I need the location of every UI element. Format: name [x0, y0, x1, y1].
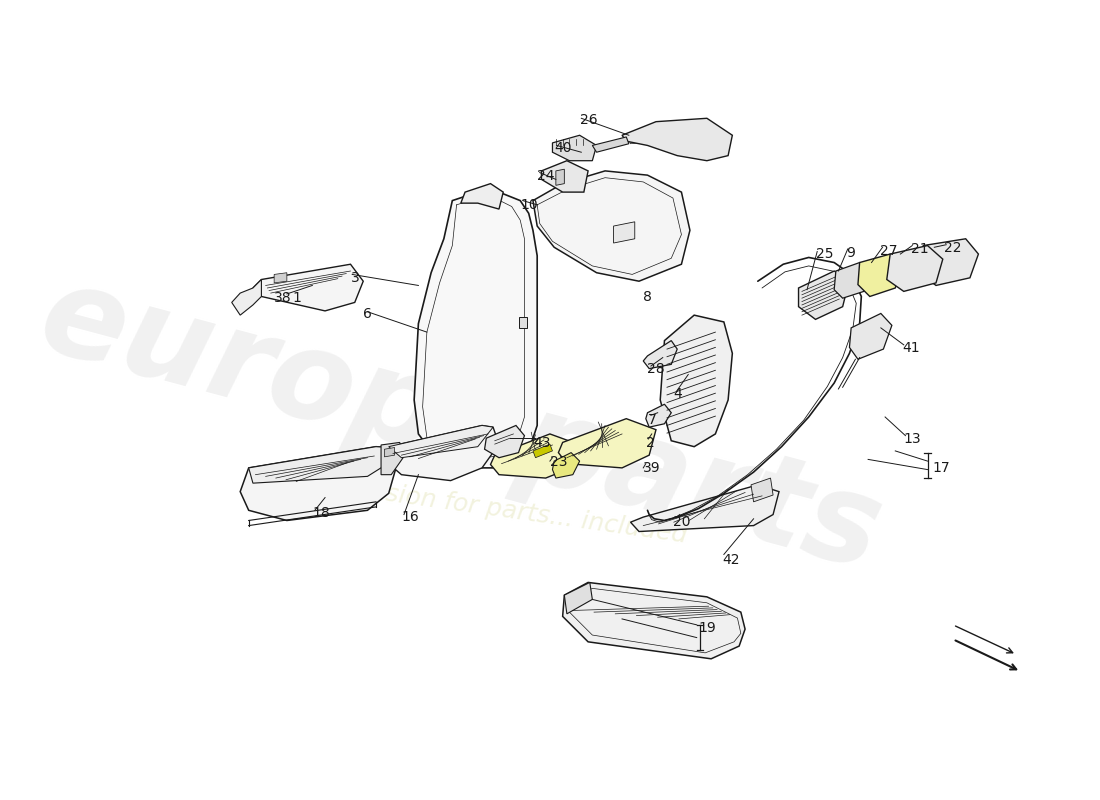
Text: 9: 9 [846, 246, 855, 259]
Polygon shape [644, 341, 678, 369]
Text: 39: 39 [644, 461, 661, 475]
Polygon shape [274, 273, 287, 283]
Polygon shape [799, 271, 849, 319]
Polygon shape [414, 192, 537, 468]
Text: 3: 3 [351, 271, 360, 285]
Polygon shape [858, 254, 902, 297]
Polygon shape [253, 264, 363, 311]
Polygon shape [562, 582, 745, 659]
Polygon shape [660, 315, 733, 446]
Text: europaparts: europaparts [28, 255, 894, 596]
Text: 13: 13 [904, 432, 922, 446]
Text: 24: 24 [537, 169, 554, 183]
Polygon shape [887, 246, 943, 291]
Text: 41: 41 [902, 341, 920, 354]
Polygon shape [461, 184, 503, 209]
Polygon shape [388, 426, 499, 481]
Text: 1: 1 [293, 291, 301, 306]
Text: 2: 2 [646, 437, 654, 450]
Polygon shape [646, 404, 671, 427]
Polygon shape [751, 478, 773, 502]
Text: 19: 19 [698, 621, 716, 634]
Polygon shape [384, 447, 395, 457]
Polygon shape [381, 442, 403, 474]
Text: 23: 23 [550, 455, 568, 469]
Text: 18: 18 [312, 506, 330, 520]
Polygon shape [249, 446, 397, 483]
Polygon shape [849, 314, 892, 359]
Text: 21: 21 [911, 242, 928, 256]
Polygon shape [552, 453, 580, 478]
Text: 40: 40 [554, 141, 572, 155]
Polygon shape [552, 135, 596, 161]
Text: 26: 26 [580, 113, 597, 127]
Polygon shape [532, 171, 690, 282]
Polygon shape [614, 222, 635, 243]
Text: 27: 27 [880, 244, 898, 258]
Polygon shape [491, 434, 578, 478]
Text: 20: 20 [673, 514, 691, 529]
Polygon shape [232, 279, 262, 315]
Polygon shape [630, 485, 779, 531]
Polygon shape [621, 118, 733, 161]
Text: 28: 28 [648, 362, 666, 376]
Polygon shape [518, 317, 527, 328]
Polygon shape [592, 137, 629, 152]
Text: 22: 22 [945, 242, 962, 255]
Text: 16: 16 [402, 510, 419, 524]
Polygon shape [541, 161, 589, 192]
Text: 42: 42 [723, 553, 739, 566]
Text: 8: 8 [644, 290, 652, 304]
Text: 25: 25 [815, 247, 833, 262]
Polygon shape [556, 169, 564, 186]
Text: 4: 4 [673, 387, 682, 402]
Polygon shape [532, 444, 552, 458]
Text: 7: 7 [648, 413, 657, 426]
Polygon shape [834, 262, 870, 298]
Polygon shape [918, 238, 978, 286]
Text: a passion for parts... included: a passion for parts... included [318, 473, 689, 548]
Polygon shape [485, 426, 525, 458]
Text: 17: 17 [933, 461, 950, 475]
Polygon shape [240, 446, 397, 521]
Text: 10: 10 [520, 198, 538, 212]
Polygon shape [564, 582, 592, 614]
Text: 38: 38 [274, 291, 292, 306]
Text: 43: 43 [532, 437, 550, 450]
Polygon shape [388, 426, 493, 458]
Text: 6: 6 [363, 306, 372, 321]
Polygon shape [559, 418, 656, 468]
